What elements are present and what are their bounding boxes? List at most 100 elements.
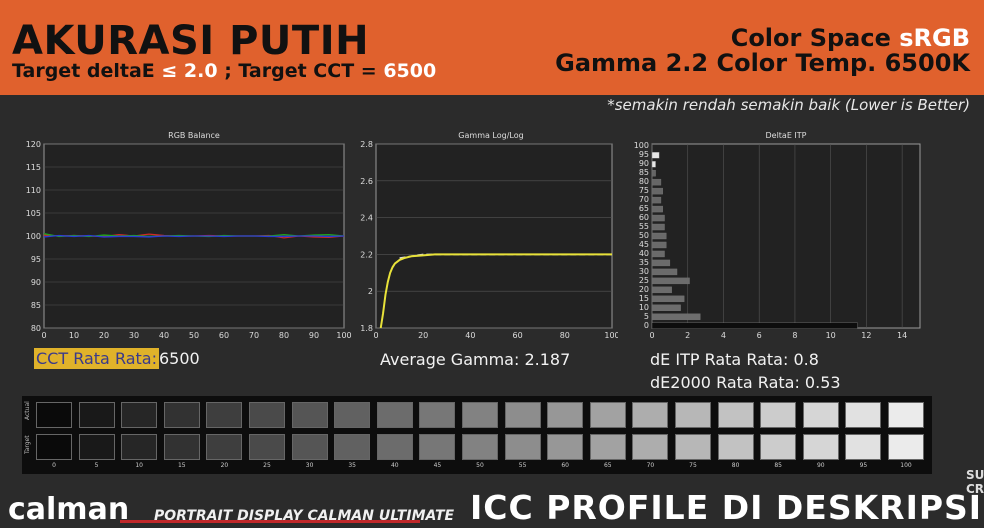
y-tick-label: 80 <box>639 177 649 186</box>
x-tick-label: 60 <box>513 331 523 340</box>
swatch-level-label: 40 <box>390 462 399 469</box>
swatch-level-label: 50 <box>476 462 484 469</box>
actual-swatch <box>547 402 584 428</box>
y-tick-label: 85 <box>31 301 41 310</box>
y-tick-label: 75 <box>639 186 649 195</box>
swatch-level-label: 20 <box>220 462 229 469</box>
swatch-level-label: 100 <box>900 462 912 469</box>
rgb-balance-chart: 80 85 90 95 100 105 110 115 120 0 10 20 30 40 50 60 70 80… <box>26 140 352 340</box>
swatch-level-label: 70 <box>646 462 655 469</box>
itp-bar <box>651 196 662 204</box>
target-swatch <box>334 434 371 460</box>
actual-swatch <box>589 402 626 428</box>
x-tick-label: 0 <box>373 331 378 340</box>
target-swatch <box>419 434 456 460</box>
actual-swatch <box>36 402 72 428</box>
y-tick-label: 15 <box>639 294 649 303</box>
y-tick-label: 2.2 <box>360 250 373 259</box>
y-tick-label: 95 <box>31 255 41 264</box>
y-tick-label: 5 <box>644 312 649 321</box>
itp-bar <box>651 259 671 267</box>
series-line <box>43 234 345 238</box>
y-tick-label: 110 <box>26 186 41 195</box>
target-swatch <box>376 434 413 460</box>
actual-swatch <box>675 402 711 428</box>
calman-logo: calman <box>8 492 130 527</box>
gamma-line: Gamma 2.2 Color Temp. 6500K <box>555 49 970 77</box>
target-swatch <box>802 434 839 460</box>
actual-swatch <box>334 402 371 428</box>
swatch-level-label: 35 <box>348 462 356 469</box>
y-tick-label: 0 <box>644 321 649 330</box>
itp-bar <box>651 160 656 168</box>
plot-area <box>651 143 921 329</box>
x-tick-label: 80 <box>560 331 570 340</box>
target-swatch <box>121 434 158 460</box>
itp-bar <box>651 286 672 294</box>
x-tick-label: 40 <box>465 331 475 340</box>
y-tick-label: 2 <box>368 287 373 296</box>
grayscale-swatches: Actual Target 0 5 10 15 20 25 30 35 40 45 50 55 60 65… <box>22 396 932 474</box>
y-tick-label: 100 <box>26 232 41 241</box>
cct-value: 6500 <box>158 349 200 368</box>
target-swatch <box>462 434 498 460</box>
x-tick-label: 60 <box>219 331 229 340</box>
target-text-a: Target deltaE <box>12 60 162 82</box>
actual-swatch <box>504 402 541 428</box>
actual-swatch <box>717 402 754 428</box>
itp-bar <box>651 313 701 320</box>
y-tick-label: 2.6 <box>360 177 373 186</box>
colorspace-value: sRGB <box>899 24 970 52</box>
y-tick-label: 30 <box>639 267 649 276</box>
swatch-level-label: 30 <box>305 462 314 469</box>
y-tick-label: 70 <box>639 195 649 204</box>
y-tick-label: 35 <box>639 258 649 267</box>
actual-swatch <box>249 402 285 428</box>
itp-bar <box>651 223 665 231</box>
x-tick-label: 12 <box>861 331 871 340</box>
itp-bar <box>651 178 662 186</box>
y-tick-label: 2.8 <box>360 140 373 149</box>
actual-swatch <box>206 402 243 428</box>
x-tick-label: 0 <box>649 331 654 340</box>
actual-row-label: Actual <box>24 401 31 420</box>
x-tick-label: 100 <box>336 331 351 340</box>
x-tick-label: 30 <box>129 331 139 340</box>
target-cct-value: 6500 <box>383 60 437 82</box>
y-tick-label: 85 <box>639 168 649 177</box>
target-text-c: ; Target CCT = <box>217 60 384 82</box>
y-tick-label: 45 <box>639 240 649 249</box>
target-swatch <box>760 434 797 460</box>
y-tick-label: 1.8 <box>360 324 373 333</box>
cct-stat: CCT Rata Rata: 6500 <box>34 348 200 369</box>
swatch-level-label: 80 <box>731 462 740 469</box>
itp-bar <box>651 241 667 249</box>
swatch-level-label: 5 <box>94 462 99 469</box>
target-swatch <box>36 434 72 460</box>
swatch-level-label: 45 <box>433 462 442 469</box>
y-tick-label: 50 <box>639 231 649 240</box>
itp-bar <box>651 268 678 276</box>
y-tick-label: 90 <box>639 159 649 168</box>
lower-is-better-note: *semakin rendah semakin baik (Lower is B… <box>607 96 970 114</box>
y-tick-label: 65 <box>639 204 649 213</box>
corner-text-a: SU <box>966 468 984 482</box>
y-tick-label: 20 <box>639 285 649 294</box>
x-tick-label: 100 <box>604 331 618 340</box>
plot-area <box>375 143 613 329</box>
actual-swatch <box>291 402 328 428</box>
itp-bar <box>651 205 663 213</box>
target-row-label: Target <box>24 435 31 454</box>
y-tick-label: 80 <box>31 324 41 333</box>
target-swatch <box>717 434 754 460</box>
actual-swatch <box>845 402 882 428</box>
y-tick-label: 105 <box>26 209 41 218</box>
x-tick-label: 40 <box>159 331 169 340</box>
target-swatch <box>888 434 924 460</box>
swatch-level-label: 55 <box>518 462 527 469</box>
x-tick-label: 20 <box>418 331 428 340</box>
y-tick-label: 120 <box>26 140 41 149</box>
itp-bar <box>651 169 656 177</box>
actual-swatch <box>376 402 413 428</box>
itp-bar <box>651 152 660 159</box>
